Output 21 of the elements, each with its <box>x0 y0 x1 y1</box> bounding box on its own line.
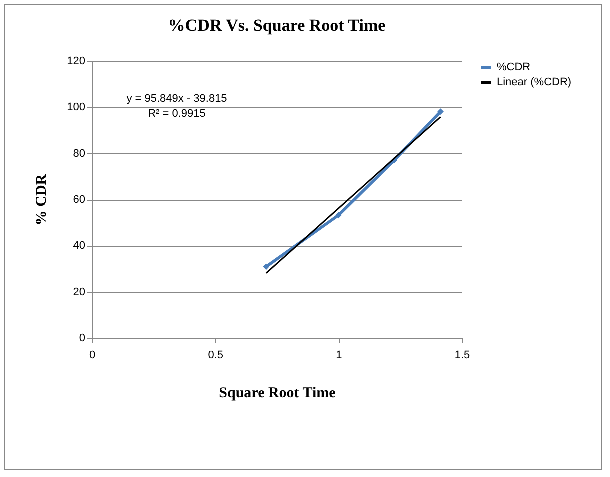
point <box>263 264 270 270</box>
annotation: R² = 0.9915 <box>148 108 206 120</box>
legend-label: %CDR <box>497 62 531 74</box>
point <box>438 108 444 115</box>
x-tick-label: 0.5 <box>208 350 224 362</box>
x-tick-label: 1 <box>336 350 342 362</box>
y-tick-label: 60 <box>73 194 86 206</box>
x-tick-label: 1.5 <box>454 350 470 362</box>
annotation: y = 95.849x - 39.815 <box>126 93 228 105</box>
x-tick-label: 0 <box>89 350 96 362</box>
x-axis-title: Square Root Time <box>219 386 336 402</box>
y-tick-label: 0 <box>79 332 86 344</box>
chart-title: %CDR Vs. Square Root Time <box>168 16 386 35</box>
point <box>336 212 342 219</box>
y-tick-label: 20 <box>73 286 86 298</box>
y-tick-label: 80 <box>73 148 86 160</box>
legend-label: Linear (%CDR) <box>497 76 572 88</box>
y-tick-label: 100 <box>67 102 86 114</box>
y-tick-label: 120 <box>67 56 86 68</box>
y-axis-title: % CDR <box>34 174 50 226</box>
y-tick-label: 40 <box>73 240 86 252</box>
